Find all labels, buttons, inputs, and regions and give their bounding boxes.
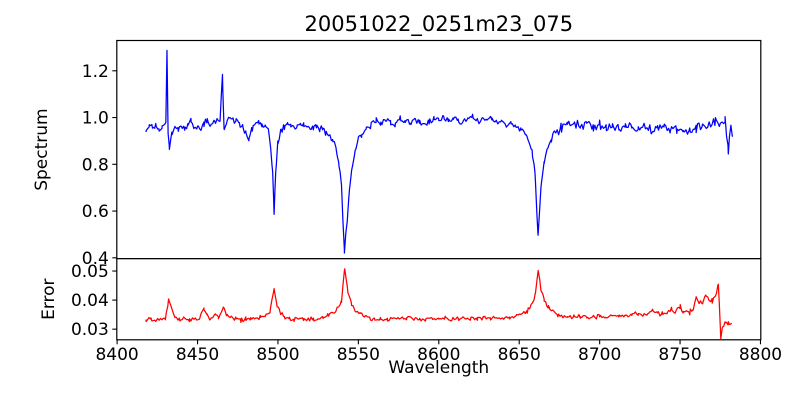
spectrum-y-tick-label: 0.4	[82, 249, 109, 269]
error-y-tick-label: 0.04	[71, 291, 109, 311]
x-tick-label: 8600	[417, 345, 460, 365]
x-tick-label: 8450	[176, 345, 219, 365]
spectrum-y-tick-label: 1.0	[82, 109, 109, 129]
error-panel	[116, 258, 762, 341]
x-tick-label: 8500	[256, 345, 299, 365]
spectrum-y-axis-label: Spectrum	[32, 108, 52, 190]
figure-title: 20051022_0251m23_075	[305, 12, 574, 37]
plot-area: 0.4 0.6 0.8 1.0 1.2 0.03 0.04 0.05 8400 8450 8500 8…	[71, 39, 782, 365]
x-tick-label: 8700	[578, 345, 621, 365]
x-tick-label: 8550	[337, 345, 380, 365]
error-line	[145, 268, 733, 340]
spectrum-y-tick-label: 1.2	[82, 62, 109, 82]
x-axis-label: Wavelength	[388, 358, 489, 378]
error-y-tick-label: 0.05	[71, 262, 109, 282]
x-tick-label: 8800	[739, 345, 782, 365]
spectrum-line	[145, 49, 733, 254]
x-tick-label: 8400	[95, 345, 138, 365]
spectrum-y-tick-label: 0.6	[82, 202, 109, 222]
spectrum-y-tick-label: 0.8	[82, 155, 109, 175]
error-y-axis-label: Error	[39, 278, 59, 319]
error-y-tick-label: 0.03	[71, 320, 109, 340]
spectrum-panel	[116, 39, 762, 260]
x-tick-label: 8650	[498, 345, 541, 365]
x-tick-label: 8750	[658, 345, 701, 365]
